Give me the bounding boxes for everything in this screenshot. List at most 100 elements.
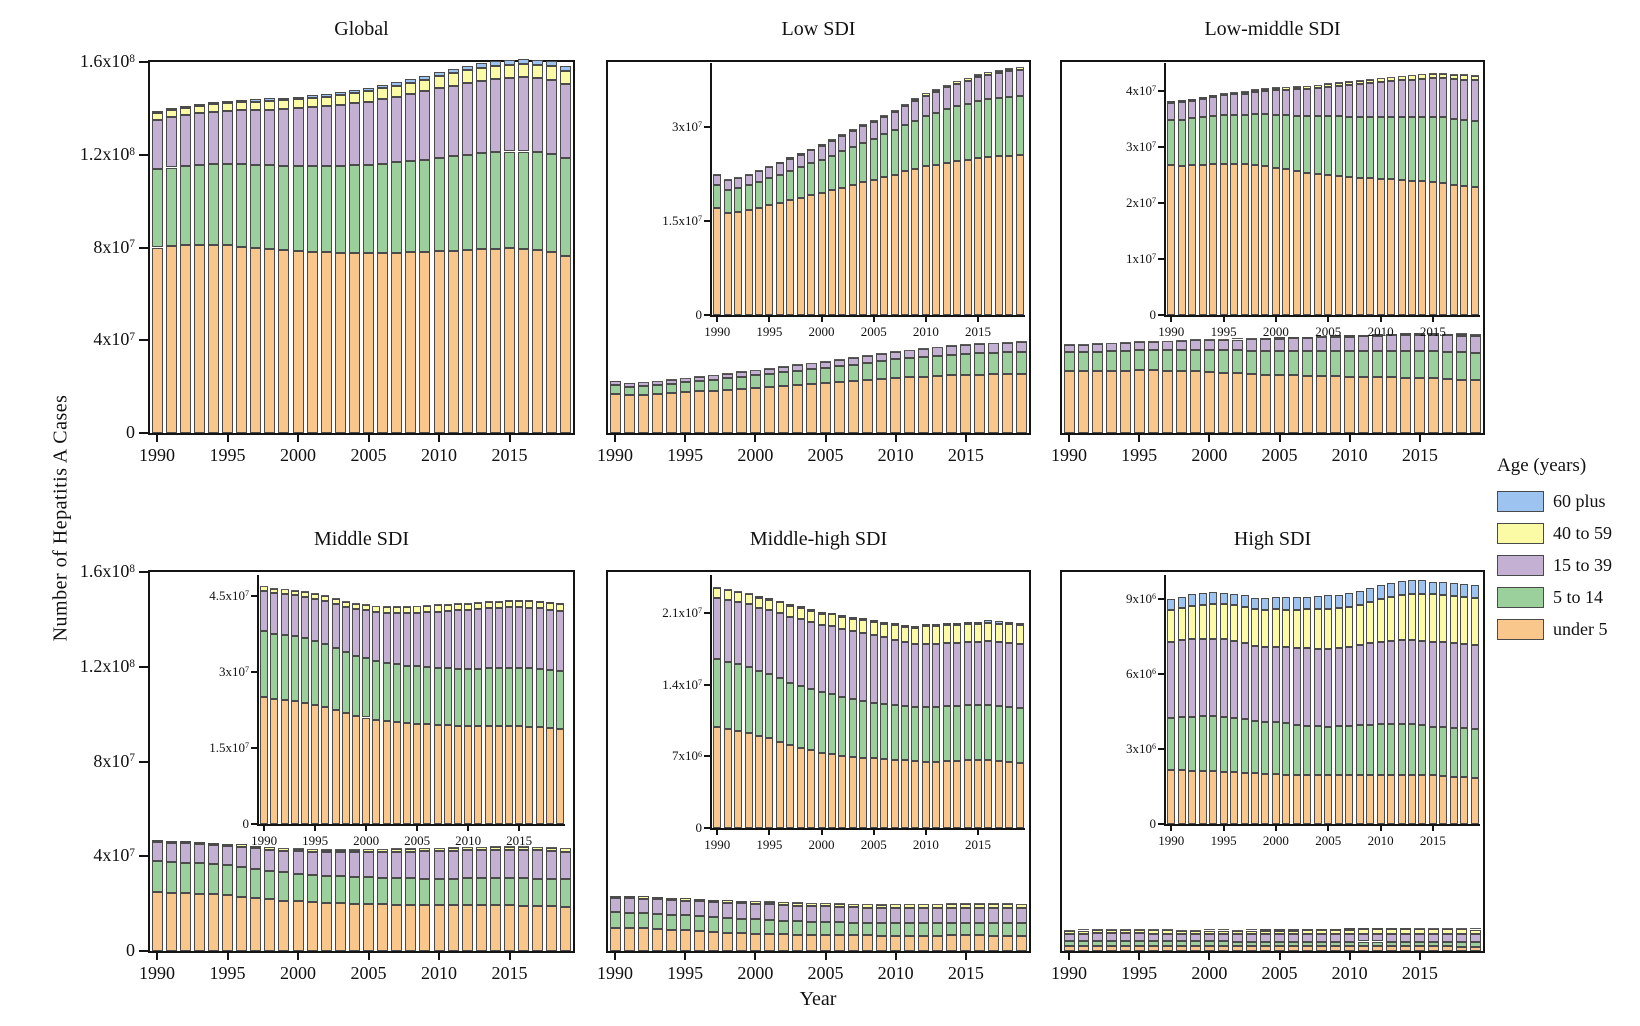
bar-segment-15-to-39 <box>1288 934 1299 942</box>
bar-segment-5-to-14 <box>838 696 846 757</box>
bar-segment-40-to-59 <box>532 847 543 851</box>
bar-segment-40-to-59 <box>1190 930 1201 935</box>
bar-segment-5-to-14 <box>1282 723 1290 775</box>
bar-segment-5-to-14 <box>495 668 503 727</box>
bar-segment-40-to-59 <box>638 381 649 383</box>
bar-segment-5-to-14 <box>236 164 247 247</box>
x-tick <box>226 953 229 960</box>
bar-segment-15-to-39 <box>806 905 817 922</box>
bar-segment-5-to-14 <box>1230 114 1238 164</box>
bar-segment-40-to-59 <box>1016 904 1027 909</box>
bar-segment-15-to-39 <box>838 136 846 152</box>
bar-segment-under-5 <box>1386 946 1397 951</box>
bar-segment-under-5 <box>792 934 803 951</box>
bar-segment-under-5 <box>1188 770 1196 824</box>
bar-segment-under-5 <box>911 761 919 828</box>
bar-segment-under-5 <box>405 904 416 951</box>
bar-segment-60-plus <box>546 61 557 67</box>
bar-segment-5-to-14 <box>476 153 487 250</box>
bar-segment-60-plus <box>476 63 487 68</box>
bar-segment-15-to-39 <box>1408 79 1416 117</box>
bar-segment-40-to-59 <box>434 76 445 89</box>
bar-segment-15-to-39 <box>1324 87 1332 117</box>
bar-segment-5-to-14 <box>1356 725 1364 776</box>
bar-segment-15-to-39 <box>391 851 402 879</box>
bar-segment-5-to-14 <box>610 384 621 394</box>
bar-segment-60-plus <box>462 65 473 71</box>
bar-segment-5-to-14 <box>1429 116 1437 182</box>
bar-segment-under-5 <box>1162 370 1173 433</box>
bar-segment-60-plus <box>922 623 930 627</box>
bar-segment-40-to-59 <box>828 614 836 627</box>
bar-segment-5-to-14 <box>1450 727 1458 777</box>
bar-segment-under-5 <box>610 393 621 433</box>
bar-segment-40-to-59 <box>332 598 340 604</box>
bar-segment-15-to-39 <box>434 88 445 158</box>
bar-segment-60-plus <box>372 605 380 607</box>
bar-segment-40-to-59 <box>1324 609 1332 649</box>
bar-segment-under-5 <box>755 735 763 828</box>
bar-segment-5-to-14 <box>1293 115 1301 172</box>
bar-segment-40-to-59 <box>393 607 401 614</box>
inset-x-tick <box>924 830 927 835</box>
bar-segment-15-to-39 <box>1188 639 1196 717</box>
bar-segment-under-5 <box>1456 379 1467 433</box>
bar-segment-5-to-14 <box>708 917 719 932</box>
bar-segment-under-5 <box>1016 373 1027 433</box>
bar-segment-5-to-14 <box>1418 116 1426 182</box>
bar-segment-40-to-59 <box>984 622 992 641</box>
bar-segment-60-plus <box>984 620 992 623</box>
bar-segment-15-to-39 <box>321 600 329 644</box>
bar-segment-60-plus <box>1260 929 1271 932</box>
bar-segment-5-to-14 <box>180 165 191 246</box>
bar-segment-under-5 <box>1272 774 1280 824</box>
bar-segment-under-5 <box>1429 775 1437 824</box>
bar-segment-under-5 <box>1470 380 1481 433</box>
bar-segment-under-5 <box>1064 945 1075 951</box>
bar-segment-60-plus <box>311 593 319 595</box>
bar-segment-60-plus <box>434 847 445 849</box>
y-tick-label: 1.2x108 <box>79 655 135 676</box>
bar-segment-15-to-39 <box>1442 335 1453 352</box>
bar-segment-under-5 <box>1302 375 1313 433</box>
inset-x-tick <box>1379 317 1382 322</box>
bar-segment-5-to-14 <box>904 358 915 378</box>
bar-segment-15-to-39 <box>708 902 719 918</box>
bar-segment-60-plus <box>1345 593 1353 607</box>
panel-title-global: Global <box>334 18 389 40</box>
bar-segment-5-to-14 <box>335 165 346 253</box>
bar-segment-40-to-59 <box>1167 610 1175 642</box>
bar-segment-15-to-39 <box>1356 84 1364 117</box>
bar-segment-15-to-39 <box>236 110 247 165</box>
bar-segment-60-plus <box>1005 621 1013 625</box>
bar-segment-60-plus <box>1188 594 1196 606</box>
bar-segment-15-to-39 <box>1442 933 1453 942</box>
bar-segment-5-to-14 <box>694 916 705 932</box>
x-tick-label: 2015 <box>491 445 528 465</box>
inset-x-tick-label: 2000 <box>808 324 835 339</box>
bar-segment-60-plus <box>1358 928 1369 931</box>
bar-segment-15-to-39 <box>1106 933 1117 941</box>
bar-segment-60-plus <box>1288 929 1299 932</box>
bar-segment-5-to-14 <box>1199 117 1207 165</box>
bar-segment-40-to-59 <box>797 153 805 156</box>
bar-segment-under-5 <box>1106 370 1117 433</box>
bar-segment-60-plus <box>862 903 873 905</box>
bar-segment-5-to-14 <box>984 705 992 761</box>
inset-x-tick-label: 1990 <box>1158 833 1185 848</box>
bar-segment-under-5 <box>786 200 794 315</box>
bar-segment-15-to-39 <box>680 378 691 383</box>
bar-segment-15-to-39 <box>321 852 332 876</box>
bar-segment-15-to-39 <box>434 851 445 879</box>
x-tick <box>156 953 159 960</box>
bar-segment-5-to-14 <box>1176 349 1187 371</box>
bar-segment-60-plus <box>1345 81 1353 83</box>
bar-segment-5-to-14 <box>666 914 677 930</box>
bar-segment-15-to-39 <box>1218 934 1229 942</box>
bar-segment-5-to-14 <box>890 923 901 936</box>
bar-segment-15-to-39 <box>194 113 205 165</box>
bar-segment-under-5 <box>1261 166 1269 315</box>
bar-segment-15-to-39 <box>1120 933 1131 941</box>
bar-segment-60-plus <box>1261 88 1269 90</box>
bar-segment-40-to-59 <box>152 839 163 843</box>
